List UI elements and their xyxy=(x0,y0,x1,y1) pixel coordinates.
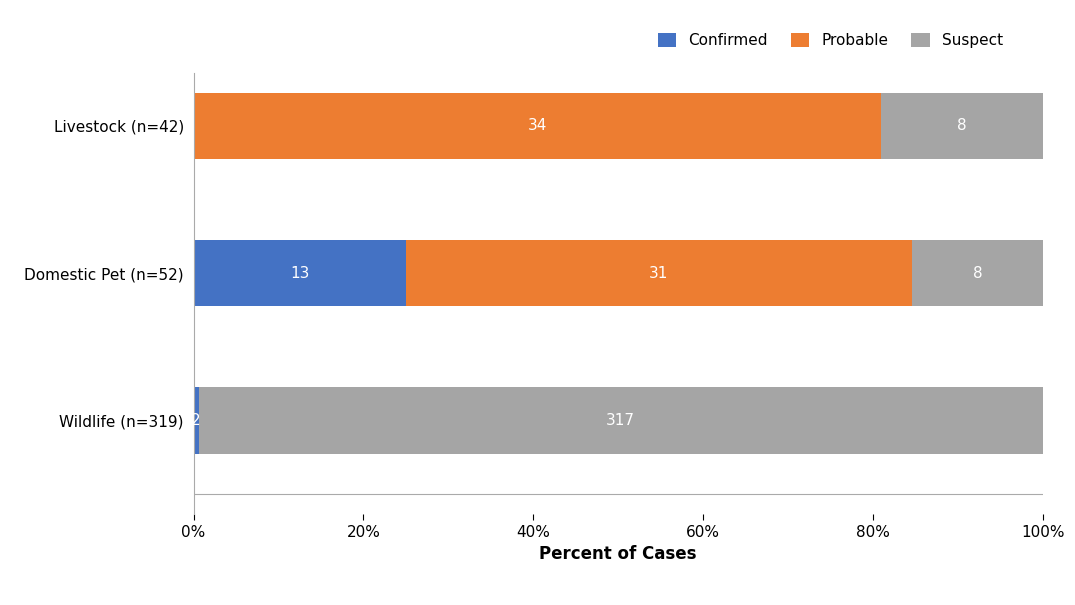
Bar xyxy=(194,387,199,454)
Bar xyxy=(199,387,1043,454)
Bar xyxy=(194,93,881,159)
Text: 2: 2 xyxy=(191,413,201,428)
X-axis label: Percent of Cases: Percent of Cases xyxy=(540,545,697,563)
Text: 317: 317 xyxy=(606,413,635,428)
Text: 13: 13 xyxy=(290,266,310,281)
Text: 8: 8 xyxy=(957,119,966,133)
Bar xyxy=(406,240,912,306)
Text: 31: 31 xyxy=(649,266,669,281)
Bar xyxy=(194,240,406,306)
Bar xyxy=(882,93,1043,159)
Text: 8: 8 xyxy=(973,266,983,281)
Legend: Confirmed, Probable, Suspect: Confirmed, Probable, Suspect xyxy=(651,27,1009,54)
Text: 34: 34 xyxy=(528,119,547,133)
Bar xyxy=(912,240,1043,306)
